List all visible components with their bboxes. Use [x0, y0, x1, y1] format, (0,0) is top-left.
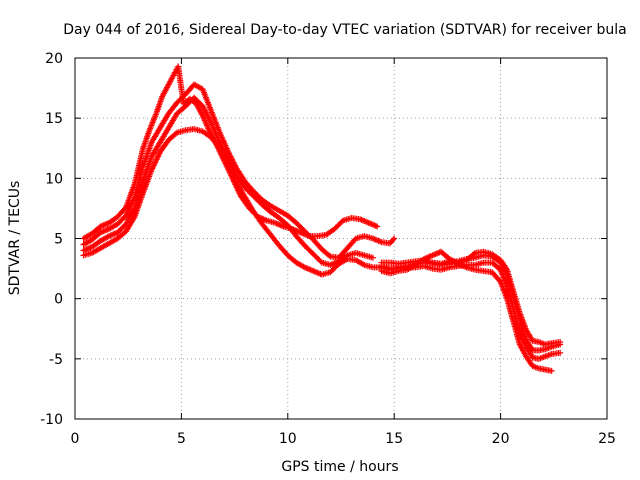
data-point	[369, 254, 376, 261]
x-axis-label: GPS time / hours	[281, 459, 398, 475]
data-point	[374, 223, 381, 230]
data-point	[548, 367, 555, 374]
series-track-2	[80, 81, 398, 261]
data-points	[80, 63, 564, 374]
series-track-4	[80, 125, 385, 278]
y-tick-label: -5	[49, 352, 63, 368]
chart-title: Day 044 of 2016, Sidereal Day-to-day VTE…	[63, 22, 626, 38]
y-tick-label: 15	[45, 111, 63, 127]
y-tick-label: -10	[40, 412, 63, 428]
y-tick-label: 5	[54, 232, 63, 248]
data-point	[391, 235, 398, 242]
y-tick-label: 10	[45, 171, 63, 187]
axes: 0 5 10 15 20 25 -10 -5 0 5 10 15 20	[40, 51, 616, 447]
data-point	[503, 265, 510, 272]
x-tick-label: 25	[598, 431, 616, 447]
x-tick-label: 10	[279, 431, 297, 447]
data-point	[390, 236, 397, 243]
data-point	[326, 252, 333, 259]
y-tick-label: 0	[54, 292, 63, 308]
y-tick-label: 20	[45, 51, 63, 67]
y-axis-label: SDTVAR / TECUs	[7, 181, 23, 296]
x-tick-label: 5	[177, 431, 186, 447]
x-tick-label: 15	[385, 431, 403, 447]
x-tick-label: 0	[71, 431, 80, 447]
data-point	[557, 349, 564, 356]
x-tick-label: 20	[492, 431, 510, 447]
data-point	[470, 250, 477, 257]
series-track-8	[378, 248, 564, 348]
data-point	[557, 338, 564, 345]
